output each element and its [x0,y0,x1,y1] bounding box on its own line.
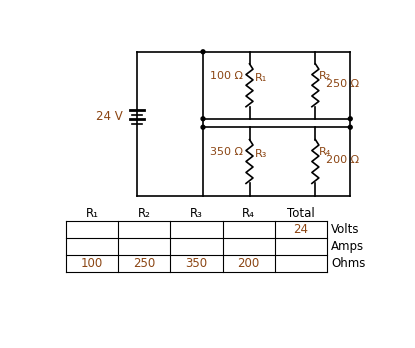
Circle shape [348,125,352,129]
Text: 200: 200 [237,257,260,270]
Text: 100 Ω: 100 Ω [210,71,243,81]
Text: 200 Ω: 200 Ω [326,155,359,165]
Text: 350: 350 [186,257,208,270]
Text: Volts: Volts [331,223,359,236]
Text: R₃: R₃ [255,149,267,159]
Text: R₂: R₂ [318,71,331,81]
Text: 24 V: 24 V [96,110,123,123]
Circle shape [201,125,205,129]
Text: R₁: R₁ [85,207,98,220]
Text: 100: 100 [81,257,103,270]
Text: 24: 24 [293,223,308,236]
Text: R₃: R₃ [190,207,203,220]
Circle shape [201,50,205,54]
Text: Ohms: Ohms [331,257,365,270]
Text: 250 Ω: 250 Ω [326,79,359,89]
Text: 250: 250 [133,257,155,270]
Text: R₄: R₄ [242,207,255,220]
Text: 350 Ω: 350 Ω [210,147,243,157]
Text: R₁: R₁ [255,73,267,82]
Text: R₄: R₄ [318,147,331,157]
Circle shape [201,117,205,121]
Circle shape [348,117,352,121]
Text: Total: Total [287,207,315,220]
Text: R₂: R₂ [138,207,151,220]
Text: Amps: Amps [331,240,364,253]
